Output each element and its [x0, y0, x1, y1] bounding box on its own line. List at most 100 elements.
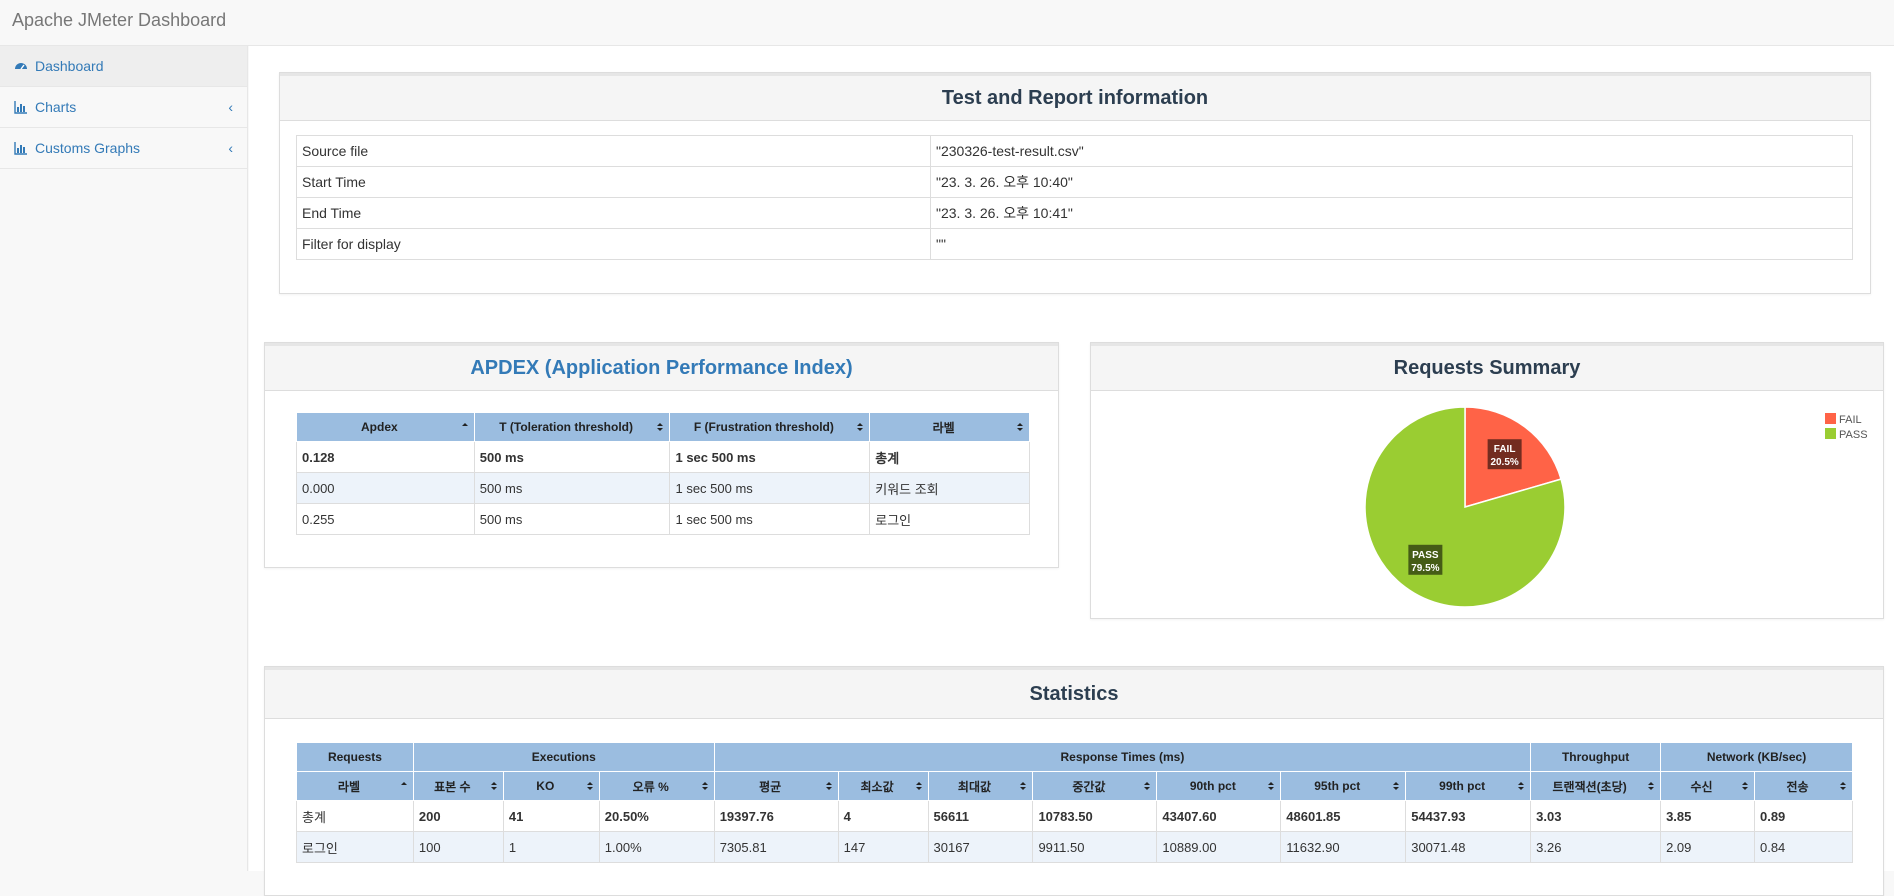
column-header[interactable]: 표본 수 — [412, 771, 504, 801]
table-cell: 56611 — [927, 800, 1034, 832]
statistics-table: Requests Executions Response Times (ms) Thr… — [296, 742, 1854, 863]
pie-label-percent: 79.5% — [1411, 563, 1439, 574]
pie-legend: FAIL PASS — [1825, 413, 1868, 441]
table-cell: 0.89 — [1753, 800, 1854, 832]
sidebar-item-customs-graphs[interactable]: Customs Graphs ‹ — [0, 128, 247, 169]
report-info-panel: Test and Report information Source file "… — [279, 72, 1871, 294]
table-row: 0.000 500 ms 1 sec 500 ms 키워드 조회 — [296, 472, 1030, 504]
table-cell: 500 ms — [473, 472, 671, 504]
sort-icon[interactable] — [1393, 781, 1400, 791]
dashboard-icon — [15, 63, 27, 70]
sidebar-item-label: Customs Graphs — [35, 140, 141, 156]
legend-item-fail[interactable]: FAIL — [1825, 413, 1868, 426]
table-cell: 0.000 — [296, 472, 475, 504]
column-header[interactable]: 90th pct — [1156, 771, 1282, 801]
table-cell: 로그인 — [869, 503, 1030, 535]
column-header[interactable]: 트랜잭션(초당) — [1530, 771, 1662, 801]
table-cell: 41 — [502, 800, 600, 832]
sort-icon[interactable] — [915, 781, 922, 791]
sort-icon[interactable] — [1268, 781, 1275, 791]
table-cell: 1 — [502, 831, 600, 863]
sort-icon[interactable] — [1648, 781, 1655, 791]
table-row: 총계 200 41 20.50% 19397.76 4 56611 10783.50 43407… — [296, 800, 1854, 832]
pie-label-percent: 20.5% — [1490, 457, 1518, 468]
column-header[interactable]: 평균 — [713, 771, 839, 801]
column-header[interactable]: 수신 — [1660, 771, 1755, 801]
table-cell: 0.128 — [296, 441, 475, 473]
column-header[interactable]: F (Frustration threshold) — [669, 412, 871, 442]
column-header[interactable]: 최대값 — [927, 771, 1034, 801]
column-group-header: Executions — [412, 742, 715, 772]
table-row: 0.255 500 ms 1 sec 500 ms 로그인 — [296, 503, 1030, 535]
table-cell: 10889.00 — [1156, 831, 1282, 863]
pie-label-name: FAIL — [1494, 444, 1516, 455]
table-cell: 총계 — [296, 800, 414, 832]
table-cell: 1 sec 500 ms — [669, 472, 871, 504]
column-group-header: Requests — [296, 742, 414, 772]
table-cell: 3.26 — [1530, 831, 1662, 863]
sort-icon[interactable] — [1144, 781, 1151, 791]
table-cell: 로그인 — [296, 831, 414, 863]
pie-label-fail: FAIL 20.5% — [1487, 439, 1522, 470]
sort-icon[interactable] — [857, 422, 864, 432]
info-row: Start Time "23. 3. 26. 오후 10:40" — [296, 166, 1853, 198]
column-header[interactable]: 라벨 — [869, 412, 1030, 442]
column-header[interactable]: 전송 — [1753, 771, 1854, 801]
app-title[interactable]: Apache JMeter Dashboard — [12, 10, 227, 30]
table-cell: 3.85 — [1660, 800, 1755, 832]
info-label: End Time — [296, 197, 931, 229]
sort-ascending-icon[interactable] — [461, 422, 468, 432]
sort-icon[interactable] — [701, 781, 708, 791]
column-header[interactable]: T (Toleration threshold) — [473, 412, 671, 442]
info-label: Source file — [296, 135, 931, 167]
sidebar: Dashboard Charts ‹ Customs Graphs ‹ — [0, 46, 248, 871]
column-header[interactable]: 라벨 — [296, 771, 414, 801]
requests-summary-panel: Requests Summary FAIL 20.5% PASS 79.5% FAIL… — [1090, 342, 1884, 619]
column-header[interactable]: 오류 % — [598, 771, 715, 801]
requests-pie-chart: FAIL 20.5% PASS 79.5% — [1364, 406, 1566, 608]
sidebar-item-charts[interactable]: Charts ‹ — [0, 87, 247, 128]
sort-icon[interactable] — [1017, 422, 1023, 432]
table-cell: 200 — [412, 800, 504, 832]
chevron-left-icon[interactable]: ‹ — [228, 140, 233, 156]
table-cell: 3.03 — [1530, 800, 1662, 832]
pie-label-background — [1408, 544, 1443, 575]
info-value: "230326-test-result.csv" — [930, 135, 1853, 167]
sort-icon[interactable] — [586, 781, 593, 791]
table-cell: 9911.50 — [1032, 831, 1158, 863]
legend-item-pass[interactable]: PASS — [1825, 428, 1868, 441]
table-cell: 총계 — [869, 441, 1030, 473]
sort-icon[interactable] — [825, 781, 832, 791]
sort-ascending-icon[interactable] — [400, 781, 407, 791]
sort-icon[interactable] — [1741, 781, 1748, 791]
column-group-header: Throughput — [1530, 742, 1662, 772]
sort-icon[interactable] — [1840, 781, 1846, 791]
column-header[interactable]: 최소값 — [837, 771, 929, 801]
panel-title: Statistics — [265, 667, 1883, 719]
table-cell: 0.84 — [1753, 831, 1854, 863]
column-header[interactable]: KO — [502, 771, 600, 801]
table-cell: 30071.48 — [1405, 831, 1532, 863]
column-header[interactable]: 95th pct — [1280, 771, 1407, 801]
apdex-panel: APDEX (Application Performance Index) Ap… — [264, 342, 1059, 568]
report-info-table: Source file "230326-test-result.csv" Start… — [296, 135, 1853, 260]
pie-label-name: PASS — [1412, 550, 1439, 561]
bar-chart-icon — [14, 101, 27, 114]
sort-icon[interactable] — [1020, 781, 1027, 791]
column-header[interactable]: Apdex — [296, 412, 475, 442]
sidebar-item-dashboard[interactable]: Dashboard — [0, 46, 247, 87]
info-value: "23. 3. 26. 오후 10:41" — [930, 197, 1853, 229]
column-header[interactable]: 중간값 — [1032, 771, 1158, 801]
table-cell: 20.50% — [598, 800, 715, 832]
panel-title[interactable]: APDEX (Application Performance Index) — [265, 343, 1058, 391]
panel-title: Requests Summary — [1091, 343, 1883, 391]
table-cell: 1.00% — [598, 831, 715, 863]
table-cell: 1 sec 500 ms — [669, 441, 871, 473]
chevron-left-icon[interactable]: ‹ — [228, 99, 233, 115]
sidebar-item-label: Charts — [35, 99, 77, 115]
column-header[interactable]: 99th pct — [1405, 771, 1532, 801]
sort-icon[interactable] — [490, 781, 497, 791]
sort-icon[interactable] — [1518, 781, 1525, 791]
sort-icon[interactable] — [657, 422, 664, 432]
legend-swatch-pass — [1825, 428, 1836, 439]
